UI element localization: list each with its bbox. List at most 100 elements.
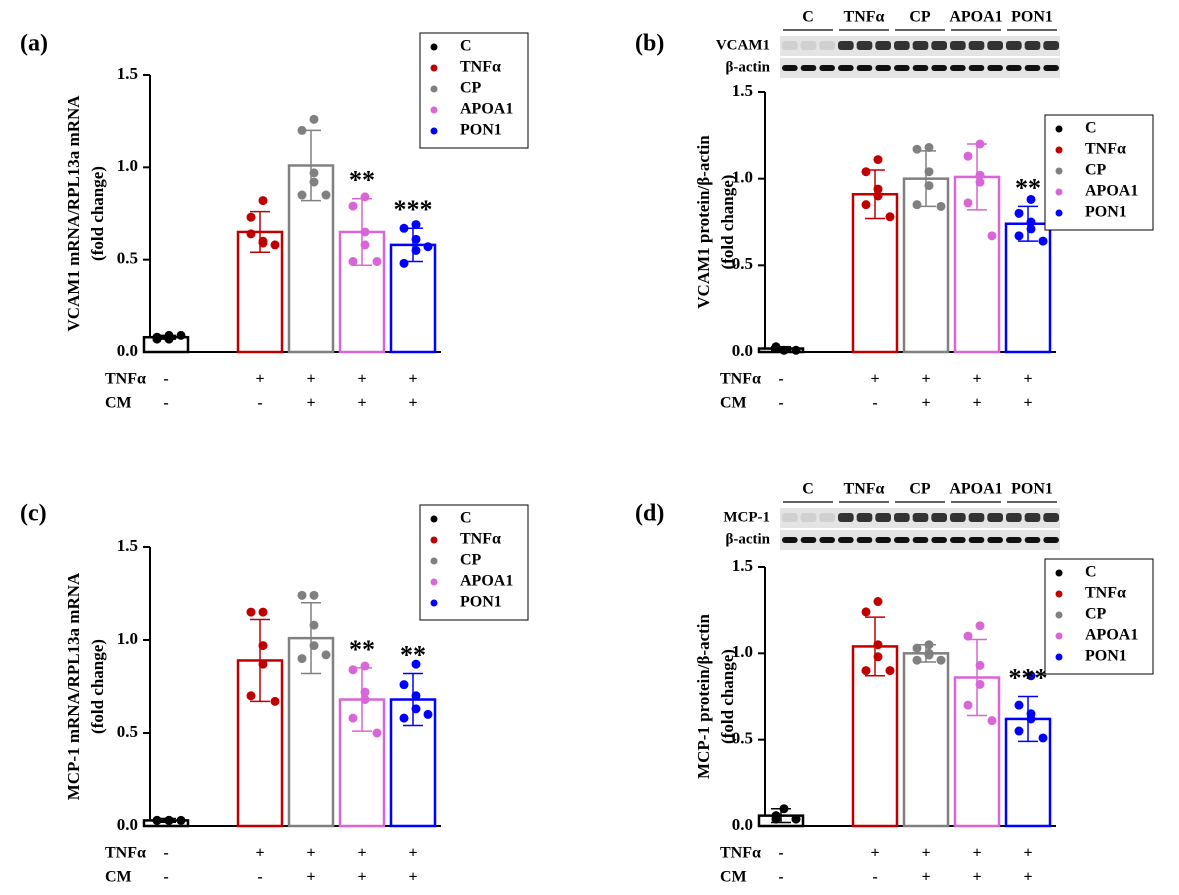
data-point bbox=[246, 691, 256, 701]
data-point bbox=[270, 240, 280, 250]
data-point bbox=[423, 709, 433, 719]
blot-band bbox=[987, 537, 1003, 543]
y-tick-label: 1.0 bbox=[732, 642, 753, 661]
data-point bbox=[779, 804, 789, 814]
data-point bbox=[176, 815, 186, 825]
legend-label: TNFα bbox=[460, 59, 501, 76]
condition-label: TNFα bbox=[720, 371, 761, 388]
data-point bbox=[360, 240, 370, 250]
data-point bbox=[297, 654, 307, 664]
legend-marker bbox=[430, 536, 438, 544]
legend-label: C bbox=[460, 38, 472, 55]
condition-label: TNFα bbox=[105, 845, 146, 862]
condition-sign: - bbox=[872, 869, 877, 886]
y-axis-label: (fold change) bbox=[718, 175, 737, 270]
legend-marker bbox=[430, 64, 438, 72]
blot-band bbox=[1006, 537, 1022, 543]
significance-label: ** bbox=[349, 635, 375, 664]
blot-band bbox=[782, 41, 798, 50]
blot-band bbox=[838, 537, 854, 543]
significance-label: *** bbox=[1009, 663, 1048, 692]
blot-band bbox=[987, 65, 1003, 71]
blot-band bbox=[800, 41, 817, 50]
legend-label: PON1 bbox=[460, 122, 502, 139]
data-point bbox=[360, 661, 370, 671]
blot-lane-label: CP bbox=[909, 481, 931, 498]
blot-band bbox=[800, 65, 817, 71]
blot-band bbox=[912, 41, 929, 50]
blot-band bbox=[838, 65, 854, 71]
legend-marker bbox=[430, 85, 438, 93]
condition-label: TNFα bbox=[720, 845, 761, 862]
y-tick-label: 0.5 bbox=[117, 722, 138, 741]
data-point bbox=[1014, 231, 1024, 241]
y-tick-label: 1.5 bbox=[732, 81, 753, 100]
condition-label: TNFα bbox=[105, 371, 146, 388]
data-point bbox=[399, 258, 409, 268]
data-point bbox=[321, 650, 331, 660]
data-point bbox=[411, 691, 421, 701]
y-axis-label: (fold change) bbox=[88, 639, 107, 734]
y-tick-label: 0.0 bbox=[117, 341, 138, 360]
condition-sign: + bbox=[408, 869, 417, 886]
significance-label: ** bbox=[349, 166, 375, 195]
data-point bbox=[975, 177, 985, 187]
condition-sign: + bbox=[921, 371, 930, 388]
blot-band bbox=[782, 513, 798, 522]
data-point bbox=[152, 334, 162, 344]
condition-sign: + bbox=[921, 395, 930, 412]
significance-label: ** bbox=[400, 640, 426, 669]
y-tick-label: 1.5 bbox=[117, 536, 138, 555]
y-axis-label: MCP-1 mRNA/RPL13a mRNA bbox=[64, 572, 83, 800]
blot-lane-label: PON1 bbox=[1011, 9, 1053, 26]
condition-sign: + bbox=[870, 371, 879, 388]
data-point bbox=[258, 607, 268, 617]
data-point bbox=[924, 640, 934, 650]
data-point bbox=[924, 650, 934, 660]
legend-box bbox=[1044, 558, 1154, 675]
blot-band bbox=[1043, 513, 1059, 522]
panel: (a) VCAM1 mRNA/RPL13a mRNA (fold change) 0.… bbox=[20, 31, 529, 412]
y-axis-label: VCAM1 protein/β-actin bbox=[694, 135, 713, 309]
data-point bbox=[372, 728, 382, 738]
data-point bbox=[176, 330, 186, 340]
legend-box bbox=[419, 504, 529, 621]
data-point bbox=[1026, 217, 1036, 227]
condition-sign: + bbox=[408, 395, 417, 412]
data-point bbox=[936, 201, 946, 211]
data-point bbox=[987, 231, 997, 241]
condition-sign: - bbox=[257, 869, 262, 886]
blot-band bbox=[875, 537, 891, 543]
data-point bbox=[975, 621, 985, 631]
condition-sign: + bbox=[255, 371, 264, 388]
panel: (c) MCP-1 mRNA/RPL13a mRNA (fold change) 0.… bbox=[20, 501, 529, 886]
error-bar bbox=[403, 672, 423, 727]
blot-band bbox=[912, 65, 929, 71]
data-point bbox=[912, 144, 922, 154]
blot-band bbox=[894, 537, 910, 543]
blot-band bbox=[1024, 513, 1041, 522]
data-point bbox=[936, 655, 946, 665]
data-point bbox=[258, 196, 268, 206]
data-point bbox=[270, 696, 280, 706]
data-point bbox=[975, 170, 985, 180]
condition-sign: + bbox=[357, 395, 366, 412]
data-point bbox=[1026, 224, 1036, 234]
blot-band bbox=[912, 537, 929, 543]
blot-lane-label: TNFα bbox=[844, 481, 885, 498]
blot-band bbox=[968, 537, 985, 543]
legend-label: CP bbox=[1085, 606, 1107, 623]
legend-marker bbox=[1055, 125, 1063, 133]
data-point bbox=[861, 167, 871, 177]
data-point bbox=[246, 607, 256, 617]
legend-marker bbox=[1055, 653, 1063, 661]
data-point bbox=[399, 713, 409, 723]
condition-sign: + bbox=[972, 371, 981, 388]
bar bbox=[902, 652, 950, 828]
legend-marker bbox=[430, 515, 438, 523]
data-point bbox=[411, 234, 421, 244]
significance-label: ** bbox=[1015, 173, 1041, 202]
condition-sign: + bbox=[306, 869, 315, 886]
